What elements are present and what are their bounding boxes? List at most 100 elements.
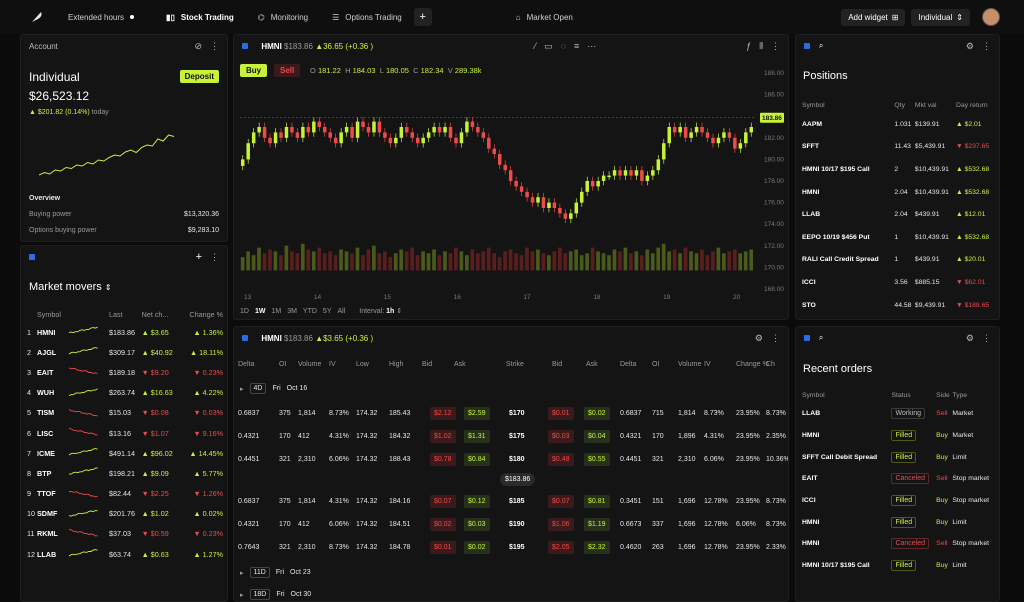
candle-body xyxy=(503,164,507,171)
position-row[interactable]: SFFT 11.43 $5,439.91 ▼ $237.65 xyxy=(802,136,996,159)
settings-sliders-icon[interactable]: ⚙ xyxy=(754,332,763,343)
volume-bar xyxy=(645,249,650,271)
link-color-icon[interactable] xyxy=(804,43,810,49)
mover-row[interactable]: 6 LISC $13.16 ▼ $1.07 ▼ 9.16% xyxy=(27,423,223,443)
tab-monitoring[interactable]: ⌬ Monitoring xyxy=(246,0,320,34)
timeframe-all[interactable]: All xyxy=(337,307,346,315)
mover-change-pct: ▲ 4.22% xyxy=(181,383,223,403)
position-row[interactable]: ICCI 3.56 $885.15 ▼ $62.01 xyxy=(802,271,996,294)
position-row[interactable]: EEPO 10/19 $456 Put 1 $10,439.91 ▲ $532.68 xyxy=(802,226,996,249)
expiration-row[interactable]: ▸ 18D Fri Oct 30 xyxy=(240,589,311,600)
order-side: Buy xyxy=(936,453,948,461)
tab-options-trading[interactable]: ☰ Options Trading xyxy=(320,0,414,34)
extended-hours-toggle[interactable]: Extended hours xyxy=(56,0,146,34)
link-color-icon[interactable] xyxy=(804,335,810,341)
mover-change-pct: ▲ 18.11% xyxy=(181,342,223,362)
volume-bar xyxy=(552,251,557,271)
more-icon[interactable]: ⋮ xyxy=(771,332,780,343)
add-tab-button[interactable]: + xyxy=(413,8,432,26)
order-row[interactable]: HMNI 10/17 $195 Call Filled Buy Limit xyxy=(802,555,996,577)
more-icon[interactable]: ⋮ xyxy=(982,332,991,343)
mover-row[interactable]: 8 BTP $198.21 ▲ $9.09 ▲ 5.77% xyxy=(27,463,223,483)
expiration-row[interactable]: ▸ 4D Fri Oct 16 xyxy=(240,383,307,394)
candle-type-icon[interactable]: ⫴ xyxy=(759,40,763,51)
buy-button[interactable]: Buy xyxy=(240,64,268,77)
order-row[interactable]: EAIT Canceled Sell Stop market xyxy=(802,468,996,490)
mover-row[interactable]: 11 RKML $37.03 ▼ $0.59 ▼ 0.23% xyxy=(27,524,223,544)
expiration-row[interactable]: ▸ 11D Fri Oct 23 xyxy=(240,567,311,578)
position-row[interactable]: AAPM 1.031 $139.91 ▲ $2.01 xyxy=(802,113,996,136)
account-select[interactable]: Individual ⇕ xyxy=(911,8,970,26)
volume-bar xyxy=(350,253,354,271)
price-chart[interactable]: 168.00 170.00 172.00 174.00 176.00 178.00 180.… xyxy=(234,61,789,311)
feather-logo-icon[interactable] xyxy=(0,0,56,34)
positions-header: ⌕ ⚙ ⋮ xyxy=(796,35,999,57)
order-row[interactable]: HMNI Filled Buy Market xyxy=(802,425,996,447)
movers-title[interactable]: Market movers ⇕ xyxy=(29,281,112,293)
draw-line-icon[interactable]: ⁄ xyxy=(534,41,537,51)
position-row[interactable]: HMNI 2.04 $10,439.91 ▲ $532.68 xyxy=(802,181,996,204)
status-badge: Filled xyxy=(891,560,917,572)
add-widget-button[interactable]: Add widget ⊞ xyxy=(841,8,906,26)
add-icon[interactable]: + xyxy=(195,251,202,263)
sell-button[interactable]: Sell xyxy=(274,64,301,77)
link-color-icon[interactable] xyxy=(242,43,248,49)
text-icon[interactable]: ≡ xyxy=(573,41,580,51)
rectangle-icon[interactable]: ▭ xyxy=(544,40,553,51)
more-icon[interactable]: ⋮ xyxy=(210,251,219,262)
mover-pct-value: 0.03% xyxy=(202,408,223,418)
position-row[interactable]: RALI Call Credit Spread 1 $439.91 ▲ $20.01 xyxy=(802,249,996,272)
avatar[interactable] xyxy=(982,8,1000,26)
position-row[interactable]: LLAB 2.04 $439.91 ▲ $12.01 xyxy=(802,203,996,226)
comment-icon[interactable]: ◌ xyxy=(560,41,566,51)
mover-row[interactable]: 10 SDMF $201.76 ▲ $1.02 ▲ 0.02% xyxy=(27,504,223,524)
volume-bar xyxy=(743,251,748,271)
timeframe-ytd[interactable]: YTD xyxy=(302,307,317,315)
tab-stock-trading[interactable]: ▮▯ Stock Trading xyxy=(154,0,246,34)
mover-row[interactable]: 4 WUH $263.74 ▲ $16.63 ▲ 4.22% xyxy=(27,383,223,403)
order-row[interactable]: ICCI Filled Buy Stop market xyxy=(802,490,996,512)
more-horizontal-icon[interactable]: ⋯ xyxy=(587,40,597,51)
order-row[interactable]: HMNI Filled Buy Limit xyxy=(802,511,996,533)
deposit-button[interactable]: Deposit xyxy=(179,70,219,83)
search-icon[interactable]: ⌕ xyxy=(818,333,824,342)
timeframe-3m[interactable]: 3M xyxy=(287,307,297,315)
position-return-value: $62.01 xyxy=(964,278,986,286)
calls-col-header: IV xyxy=(329,361,336,368)
y-tick-label: 170.00 xyxy=(764,264,784,271)
link-color-icon[interactable] xyxy=(29,254,35,260)
mover-row[interactable]: 12 LLAB $63.74 ▲ $0.63 ▲ 1.27% xyxy=(27,544,223,564)
more-icon[interactable]: ⋮ xyxy=(982,40,991,51)
search-icon[interactable]: ⌕ xyxy=(818,41,824,50)
candle-body xyxy=(569,213,573,219)
settings-sliders-icon[interactable]: ⚙ xyxy=(965,332,974,343)
order-row[interactable]: SFFT Call Debit Spread Filled Buy Limit xyxy=(802,446,996,468)
position-row[interactable]: HMNI 10/17 $195 Call 2 $10,439.91 ▲ $532.68 xyxy=(802,158,996,181)
order-row[interactable]: HMNI Canceled Sell Stop market xyxy=(802,533,996,555)
indicator-icon[interactable]: ƒ xyxy=(746,41,752,51)
visibility-off-icon[interactable]: ⊘ xyxy=(194,40,202,51)
call-cell: 1,814 xyxy=(298,498,316,505)
order-row[interactable]: LLAB Working Sell Market xyxy=(802,403,996,425)
timeframe-5y[interactable]: 5Y xyxy=(322,307,332,315)
timeframe-1d[interactable]: 1D xyxy=(240,307,249,315)
timeframe-1w[interactable]: 1W xyxy=(254,307,266,315)
options-header: HMNI $183.86 ▲ $3.65 (+0.36 ) ⚙ ⋮ xyxy=(234,327,788,349)
link-color-icon[interactable] xyxy=(242,335,248,341)
more-icon[interactable]: ⋮ xyxy=(771,40,780,51)
mover-last: $201.76 xyxy=(109,509,135,519)
settings-sliders-icon[interactable]: ⚙ xyxy=(965,40,974,51)
more-icon[interactable]: ⋮ xyxy=(210,40,219,51)
position-row[interactable]: STO 44.58 $9,439.91 ▼ $188.65 xyxy=(802,294,996,317)
interval-select[interactable]: 1h xyxy=(386,307,395,315)
mover-row[interactable]: 5 TISM $15.03 ▼ $0.08 ▼ 0.03% xyxy=(27,403,223,423)
mover-row[interactable]: 9 TTOF $82.44 ▼ $2.25 ▼ 1.26% xyxy=(27,484,223,504)
options-chain-panel: HMNI $183.86 ▲ $3.65 (+0.36 ) ⚙ ⋮ Delta OI Vo… xyxy=(233,326,789,602)
volume-bar xyxy=(268,249,272,271)
candle-body xyxy=(410,132,414,138)
mover-row[interactable]: 7 ICME $491.14 ▲ $96.02 ▲ 14.45% xyxy=(27,443,223,463)
mover-row[interactable]: 2 AJGL $309.17 ▲ $40.92 ▲ 18.11% xyxy=(27,342,223,362)
mover-row[interactable]: 1 HMNI $183.86 ▲ $3.65 ▲ 1.36% xyxy=(27,322,223,342)
timeframe-1m[interactable]: 1M xyxy=(271,307,282,315)
mover-row[interactable]: 3 EAIT $189.18 ▼ $9.20 ▼ 0.23% xyxy=(27,362,223,382)
